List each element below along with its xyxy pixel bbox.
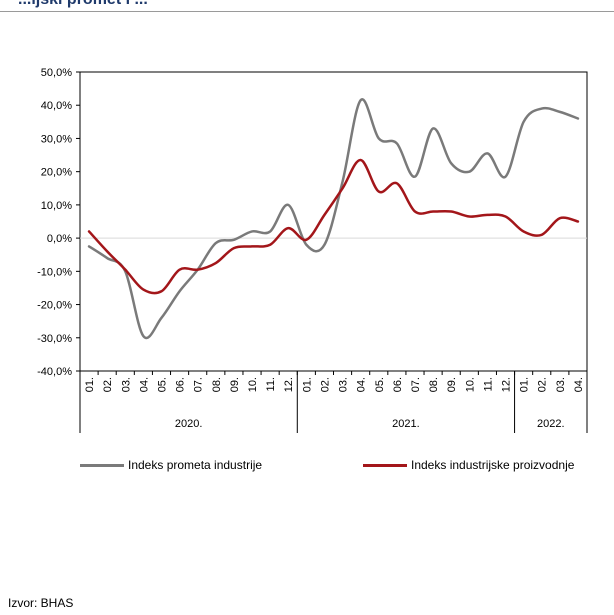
x-tick-label: 04. — [356, 377, 368, 392]
x-tick-label: 06. — [392, 377, 404, 392]
x-tick-label: 11. — [482, 377, 494, 391]
y-tick-label: 10,0% — [41, 200, 72, 212]
x-tick-label: 10. — [247, 377, 259, 392]
y-tick-label: -20,0% — [37, 300, 72, 312]
y-tick-label: -10,0% — [37, 266, 72, 278]
header-divider — [0, 11, 614, 12]
x-tick-label: 06. — [175, 377, 187, 392]
x-tick-label: 02. — [319, 377, 331, 392]
x-tick-label: 04. — [138, 377, 150, 392]
legend-item-series-2: Indeks industrijske proizvodnje — [363, 458, 574, 472]
y-tick-label: -30,0% — [37, 333, 72, 345]
x-tick-label: 12. — [283, 377, 295, 392]
page-title: ...ijski promet i ... — [18, 0, 148, 9]
x-tick-label: 12. — [501, 377, 513, 392]
x-tick-label: 07. — [410, 377, 422, 392]
x-group-label: 2020. — [175, 418, 203, 430]
x-tick-label: 01. — [519, 377, 531, 392]
x-tick-label: 04. — [573, 377, 585, 392]
series-line-1 — [87, 98, 580, 340]
x-tick-label: 05. — [156, 377, 168, 392]
x-tick-label: 01. — [84, 377, 96, 392]
legend-label-series-1: Indeks prometa industrije — [128, 458, 263, 472]
legend-label-series-2: Indeks industrijske proizvodnje — [411, 458, 575, 472]
x-tick-label: 03. — [120, 377, 132, 392]
x-tick-label: 08. — [211, 377, 223, 392]
series-line-2 — [87, 158, 580, 295]
x-tick-label: 05. — [374, 377, 386, 392]
legend-swatch-series-2 — [363, 463, 407, 467]
x-tick-label: 07. — [193, 377, 205, 392]
x-tick-label: 09. — [229, 377, 241, 392]
x-tick-label: 01. — [301, 377, 313, 392]
y-tick-label: 50,0% — [41, 67, 72, 79]
x-tick-label: 08. — [428, 377, 440, 392]
legend-item-series-1: Indeks prometa industrije — [80, 458, 262, 472]
x-tick-label: 03. — [338, 377, 350, 392]
legend-swatch-series-1 — [80, 463, 124, 467]
x-tick-label: 10. — [464, 377, 476, 392]
x-tick-label: 11. — [265, 377, 277, 391]
y-tick-label: 20,0% — [41, 167, 72, 179]
y-tick-label: 30,0% — [41, 133, 72, 145]
x-tick-label: 02. — [102, 377, 114, 392]
source-note: Izvor: BHAS — [8, 596, 74, 610]
y-tick-label: 0,0% — [47, 233, 72, 245]
x-tick-label: 03. — [555, 377, 567, 392]
line-chart: 50,0% 40,0% 30,0% 20,0% 10,0% 0,0% -10,0% -20,0… — [37, 67, 588, 433]
y-tick-label: -40,0% — [37, 366, 72, 378]
header-strip: ...ijski promet i ... — [0, 0, 614, 12]
x-tick-label: 09. — [446, 377, 458, 392]
x-group-label: 2022. — [537, 418, 565, 430]
x-tick-label: 02. — [537, 377, 549, 392]
x-group-label: 2021. — [392, 418, 420, 430]
y-tick-label: 40,0% — [41, 100, 72, 112]
